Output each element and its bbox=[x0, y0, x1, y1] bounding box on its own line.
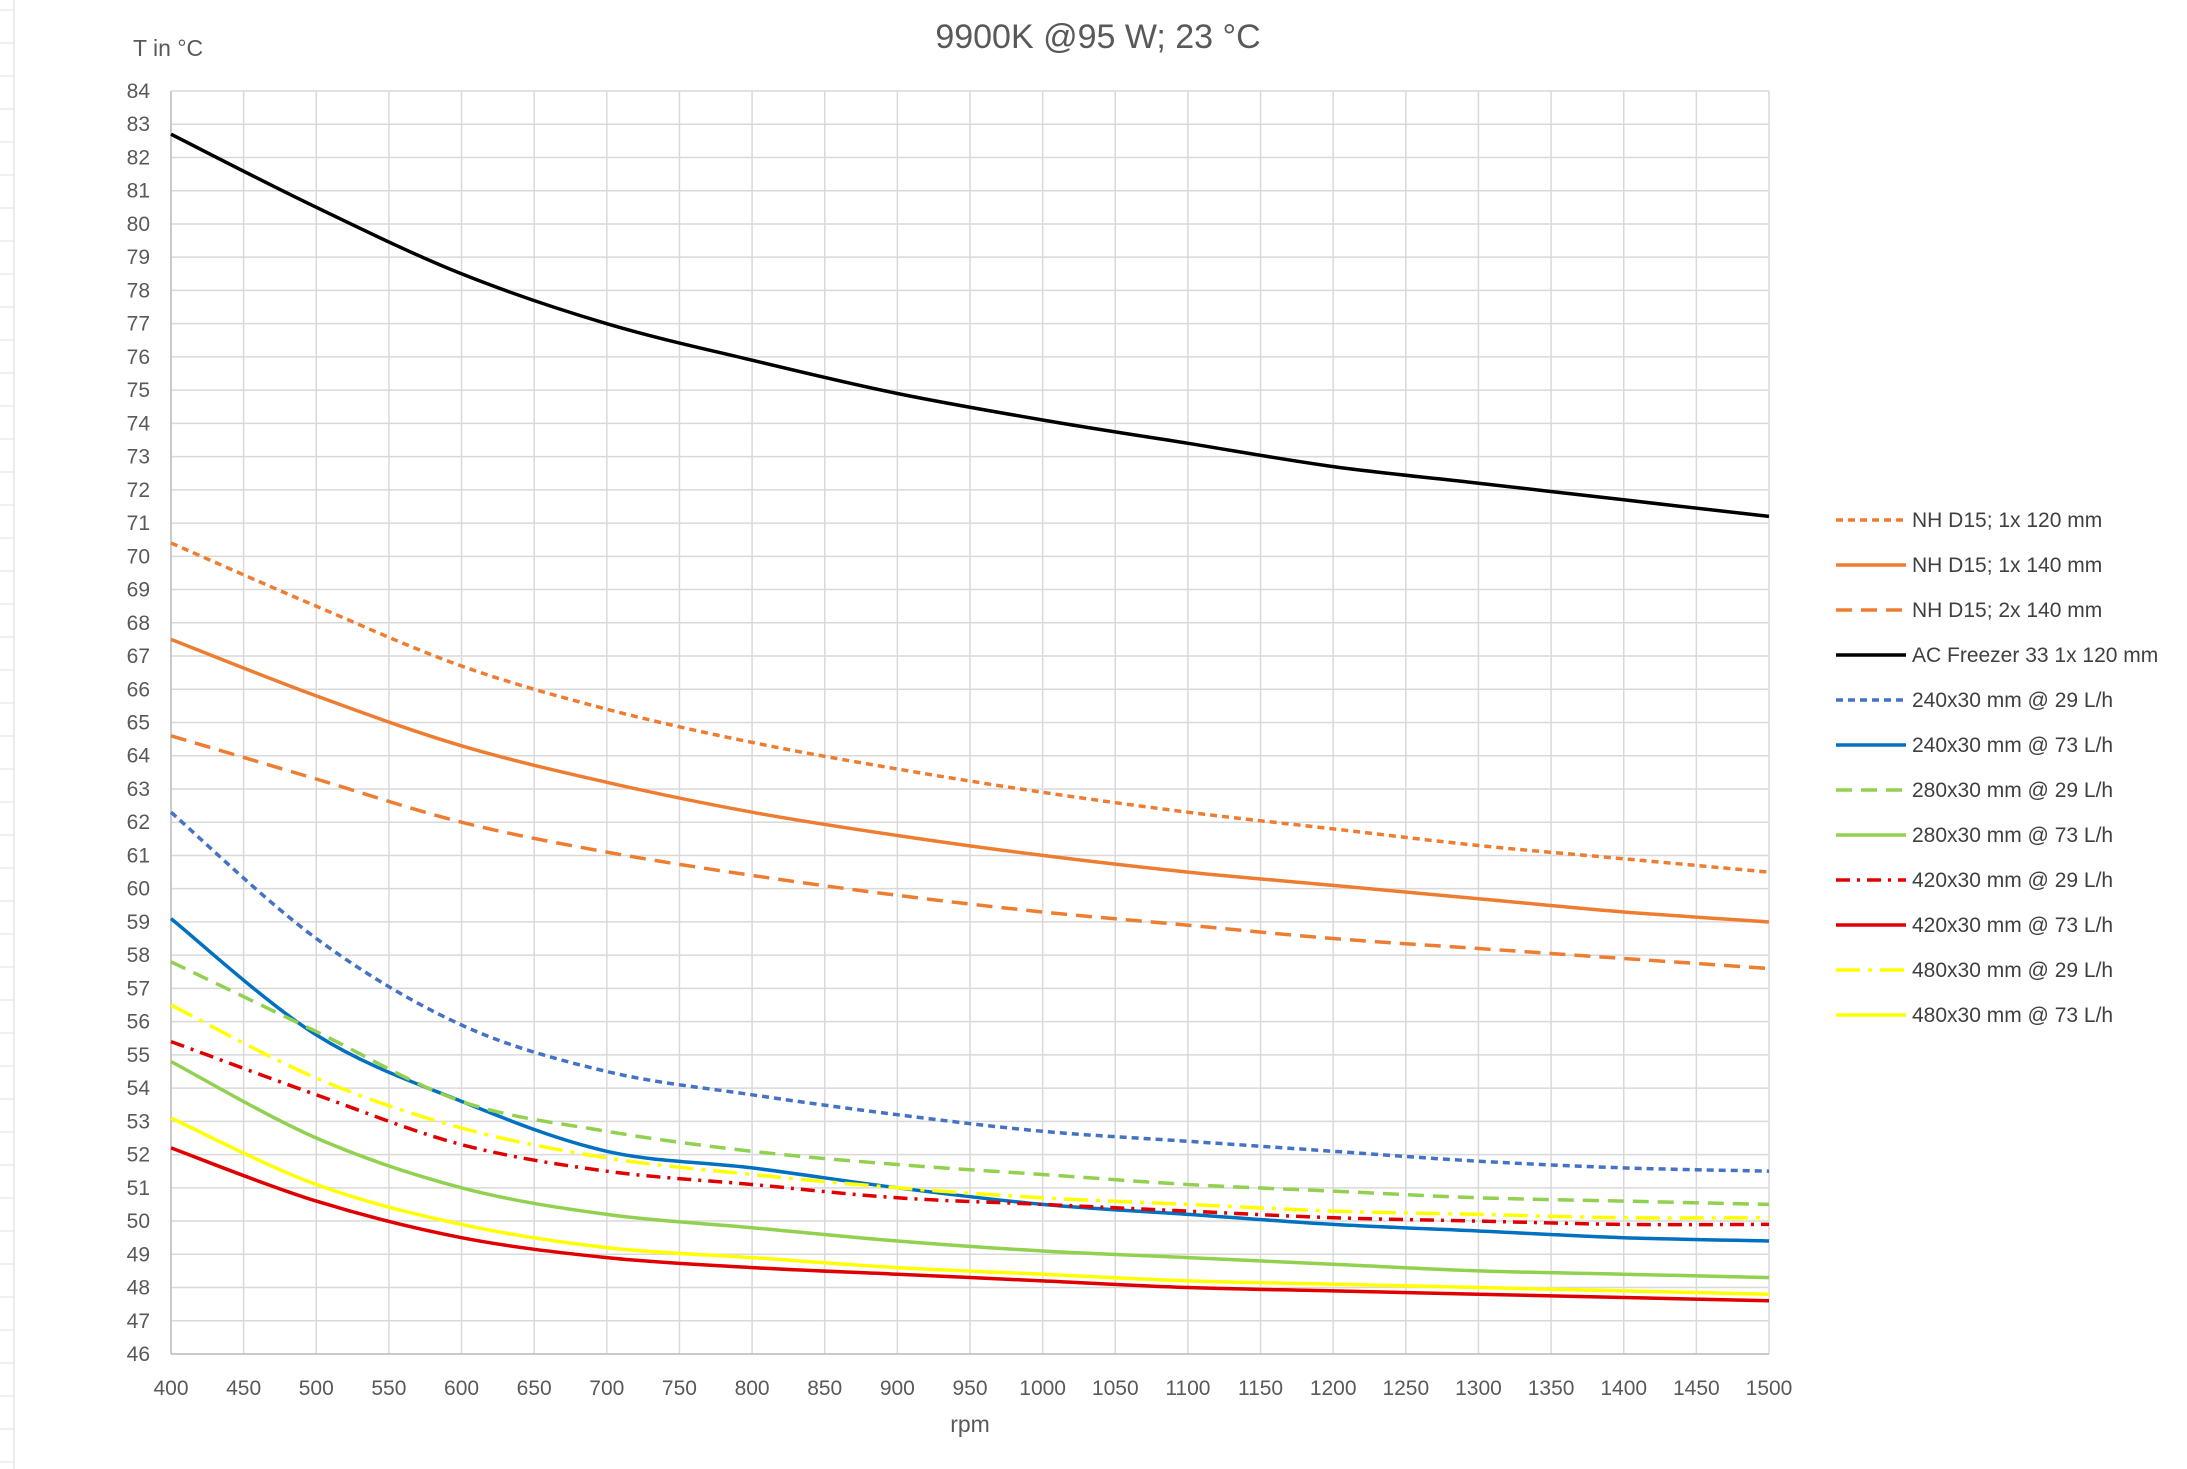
y-tick-label: 69 bbox=[127, 579, 150, 602]
x-tick-label: 1250 bbox=[1382, 1377, 1429, 1400]
y-tick-label: 76 bbox=[127, 346, 150, 369]
x-tick-label: 1450 bbox=[1673, 1377, 1720, 1400]
y-tick-label: 47 bbox=[127, 1310, 150, 1333]
y-tick-label: 64 bbox=[127, 745, 151, 768]
series-line-7 bbox=[170, 960, 1770, 1207]
legend-label: NH D15; 1x 120 mm bbox=[1912, 509, 2102, 532]
y-tick-label: 78 bbox=[127, 279, 150, 302]
x-axis-title: rpm bbox=[950, 1411, 990, 1437]
series-line-3 bbox=[170, 734, 1770, 971]
y-tick-label: 74 bbox=[127, 412, 151, 435]
legend-label: 240x30 mm @ 29 L/h bbox=[1912, 689, 2113, 712]
x-tick-label: 850 bbox=[807, 1377, 842, 1400]
y-tick-label: 51 bbox=[127, 1177, 150, 1200]
y-tick-label: 60 bbox=[127, 878, 150, 901]
x-tick-label: 550 bbox=[371, 1377, 406, 1400]
y-tick-label: 54 bbox=[127, 1077, 151, 1100]
x-tick-label: 700 bbox=[589, 1377, 624, 1400]
y-tick-label: 70 bbox=[127, 545, 150, 568]
y-tick-label: 79 bbox=[127, 246, 150, 269]
series-lines bbox=[169, 132, 1770, 1303]
y-tick-label: 84 bbox=[127, 80, 151, 103]
legend-label: NH D15; 2x 140 mm bbox=[1912, 599, 2102, 622]
y-tick-label: 50 bbox=[127, 1210, 150, 1233]
series-line-9 bbox=[170, 1039, 1770, 1227]
x-tick-label: 600 bbox=[444, 1377, 479, 1400]
y-tick-label: 55 bbox=[127, 1044, 150, 1067]
y-tick-label: 49 bbox=[127, 1243, 150, 1266]
x-tick-label: 1000 bbox=[1019, 1377, 1066, 1400]
series-line-5 bbox=[169, 810, 1770, 1173]
x-tick-label: 500 bbox=[299, 1377, 334, 1400]
legend-label: 420x30 mm @ 29 L/h bbox=[1912, 869, 2113, 892]
y-tick-label: 80 bbox=[127, 213, 150, 236]
x-tick-label: 750 bbox=[662, 1377, 697, 1400]
legend-label: 240x30 mm @ 73 L/h bbox=[1912, 734, 2113, 757]
x-tick-label: 1500 bbox=[1746, 1377, 1793, 1400]
legend: NH D15; 1x 120 mm NH D15; 1x 140 mm NH D15… bbox=[1836, 509, 2158, 1027]
x-tick-label: 1400 bbox=[1600, 1377, 1647, 1400]
y-tick-label: 72 bbox=[127, 479, 150, 502]
series-line-2 bbox=[170, 637, 1770, 924]
y-tick-label: 63 bbox=[127, 778, 150, 801]
x-tick-label: 650 bbox=[517, 1377, 552, 1400]
legend-label: 480x30 mm @ 29 L/h bbox=[1912, 959, 2113, 982]
x-tick-label: 1100 bbox=[1165, 1377, 1210, 1400]
x-tick-label: 900 bbox=[880, 1377, 915, 1400]
axes: 46 47 48 49 50 51 52 53 54 55 56 57 58 59 60 61 62 63 64 65… bbox=[127, 80, 1793, 1400]
y-tick-label: 59 bbox=[127, 911, 150, 934]
x-tick-label: 1150 bbox=[1238, 1377, 1283, 1400]
x-tick-label: 950 bbox=[952, 1377, 987, 1400]
y-tick-label: 73 bbox=[127, 446, 150, 469]
y-tick-label: 46 bbox=[127, 1343, 150, 1366]
y-tick-label: 82 bbox=[127, 146, 150, 169]
y-tick-label: 52 bbox=[127, 1144, 150, 1167]
series-line-11 bbox=[170, 1003, 1770, 1220]
chart-title: 9900K @95 W; 23 °C bbox=[935, 18, 1260, 56]
y-tick-label: 81 bbox=[127, 180, 150, 203]
y-tick-label: 67 bbox=[127, 645, 150, 668]
legend-label: 480x30 mm @ 73 L/h bbox=[1912, 1004, 2113, 1027]
x-tick-label: 1300 bbox=[1455, 1377, 1502, 1400]
y-tick-label: 68 bbox=[127, 612, 150, 635]
y-tick-label: 71 bbox=[127, 512, 150, 535]
x-tick-label: 450 bbox=[226, 1377, 261, 1400]
x-tick-label: 1200 bbox=[1310, 1377, 1357, 1400]
y-tick-label: 48 bbox=[127, 1277, 150, 1300]
x-tick-label: 1350 bbox=[1528, 1377, 1575, 1400]
y-tick-label: 75 bbox=[127, 379, 150, 402]
series-line-12 bbox=[170, 1116, 1770, 1296]
series-line-10 bbox=[170, 1146, 1770, 1303]
x-tick-label: 1050 bbox=[1092, 1377, 1139, 1400]
legend-label: AC Freezer 33 1x 120 mm bbox=[1912, 644, 2158, 667]
series-line-4 bbox=[170, 132, 1770, 519]
legend-label: 420x30 mm @ 73 L/h bbox=[1912, 914, 2113, 937]
series-line-8 bbox=[170, 1059, 1770, 1280]
y-tick-label: 77 bbox=[127, 313, 150, 336]
x-tick-label: 400 bbox=[153, 1377, 188, 1400]
series-line-6 bbox=[169, 917, 1770, 1243]
y-tick-label: 62 bbox=[127, 811, 150, 834]
x-tick-label: 800 bbox=[735, 1377, 770, 1400]
y-tick-label: 57 bbox=[127, 977, 150, 1000]
y-tick-label: 83 bbox=[127, 113, 150, 136]
legend-label: 280x30 mm @ 29 L/h bbox=[1912, 779, 2113, 802]
y-tick-label: 53 bbox=[127, 1110, 150, 1133]
y-axis-title: T in °C bbox=[133, 35, 203, 61]
y-tick-label: 58 bbox=[127, 944, 150, 967]
y-tick-label: 61 bbox=[127, 844, 150, 867]
legend-label: 280x30 mm @ 73 L/h bbox=[1912, 824, 2113, 847]
y-tick-label: 66 bbox=[127, 678, 150, 701]
legend-label: NH D15; 1x 140 mm bbox=[1912, 554, 2102, 577]
y-tick-label: 65 bbox=[127, 712, 150, 735]
y-tick-label: 56 bbox=[127, 1011, 150, 1034]
